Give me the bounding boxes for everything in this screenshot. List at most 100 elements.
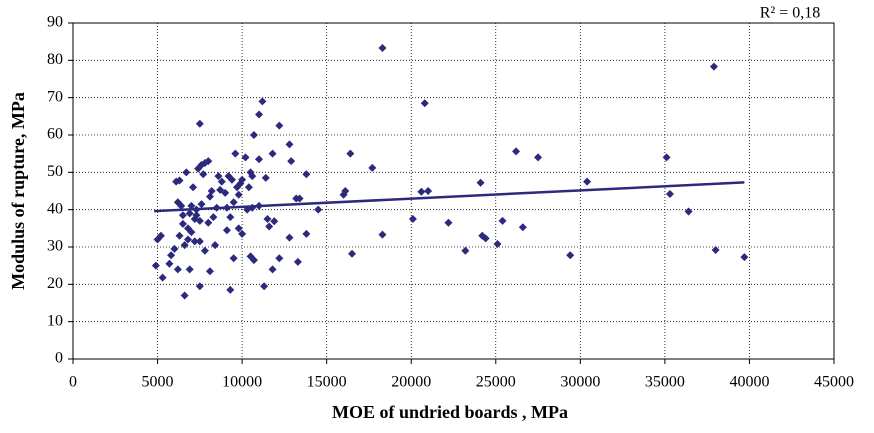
point — [195, 237, 204, 246]
point — [217, 177, 226, 186]
point — [182, 168, 191, 177]
point — [348, 249, 357, 258]
point — [205, 267, 214, 276]
point — [238, 229, 247, 238]
point — [268, 149, 277, 158]
point — [292, 194, 301, 203]
point — [302, 229, 311, 238]
x-tick-label: 5000 — [142, 374, 174, 391]
point — [183, 235, 192, 244]
point — [255, 110, 264, 119]
x-tick-label: 20000 — [391, 374, 431, 391]
point — [583, 177, 592, 186]
point — [158, 273, 167, 282]
x-tick-label: 25000 — [476, 374, 516, 391]
point — [346, 149, 355, 158]
point — [229, 254, 238, 263]
point — [187, 228, 196, 237]
point — [275, 121, 284, 130]
x-tick-label: 15000 — [307, 374, 347, 391]
point — [248, 172, 257, 181]
plot-border — [72, 22, 835, 360]
point — [197, 200, 206, 209]
point — [261, 173, 270, 182]
point — [420, 99, 429, 108]
point — [662, 153, 671, 162]
point — [424, 187, 433, 195]
point — [339, 190, 348, 199]
point — [195, 216, 204, 225]
point — [180, 291, 189, 300]
point — [417, 187, 426, 196]
point — [287, 157, 296, 166]
point — [175, 176, 184, 185]
point — [461, 246, 470, 255]
point — [231, 149, 240, 158]
y-tick-label: 30 — [47, 238, 63, 255]
point — [740, 253, 749, 262]
point — [209, 213, 218, 222]
point — [204, 218, 213, 227]
y-tick-label: 10 — [47, 312, 63, 329]
y-tick-label: 40 — [47, 200, 63, 217]
point — [175, 231, 184, 240]
point — [190, 237, 199, 246]
point — [226, 213, 235, 222]
point — [258, 97, 267, 106]
point — [227, 175, 236, 184]
y-tick-label: 20 — [47, 275, 63, 292]
point — [512, 147, 521, 156]
point — [234, 224, 243, 233]
y-tick-label: 70 — [47, 88, 63, 105]
point — [216, 185, 225, 194]
y-tick-label: 60 — [47, 126, 63, 143]
x-tick-label: 10000 — [222, 374, 262, 391]
x-tick-label: 40000 — [729, 374, 769, 391]
point — [249, 131, 258, 139]
point — [195, 282, 204, 291]
r-squared: R² = 0,18 — [760, 5, 821, 22]
point — [249, 256, 258, 265]
point — [204, 157, 213, 166]
point — [189, 183, 198, 192]
point — [709, 62, 718, 71]
point — [156, 231, 165, 240]
point — [378, 230, 387, 239]
point — [200, 246, 209, 255]
point — [178, 219, 187, 228]
point — [293, 257, 302, 266]
point — [268, 265, 277, 274]
point — [493, 240, 502, 249]
point — [173, 198, 182, 207]
point — [244, 183, 253, 192]
point — [260, 282, 269, 291]
y-tick-label: 0 — [55, 350, 63, 367]
point — [255, 155, 264, 164]
point — [185, 209, 194, 218]
x-tick-label: 0 — [69, 374, 77, 391]
x-axis-title: MOE of undried boards , MPa — [332, 402, 568, 422]
point — [192, 211, 201, 220]
point — [444, 218, 453, 227]
point — [285, 140, 294, 149]
point — [408, 215, 417, 223]
point — [185, 265, 194, 274]
point — [476, 178, 485, 187]
point — [173, 265, 182, 274]
point — [534, 153, 543, 162]
point — [265, 222, 274, 231]
trendline — [154, 181, 745, 213]
point — [518, 223, 527, 232]
point — [151, 261, 160, 270]
point — [170, 244, 179, 253]
point — [684, 207, 693, 216]
y-tick-label: 80 — [47, 51, 63, 68]
point — [178, 211, 187, 220]
point — [167, 251, 176, 260]
point — [275, 254, 284, 263]
point — [302, 170, 311, 179]
point — [222, 226, 231, 235]
point — [214, 172, 223, 181]
point — [234, 190, 243, 199]
point — [285, 233, 294, 242]
